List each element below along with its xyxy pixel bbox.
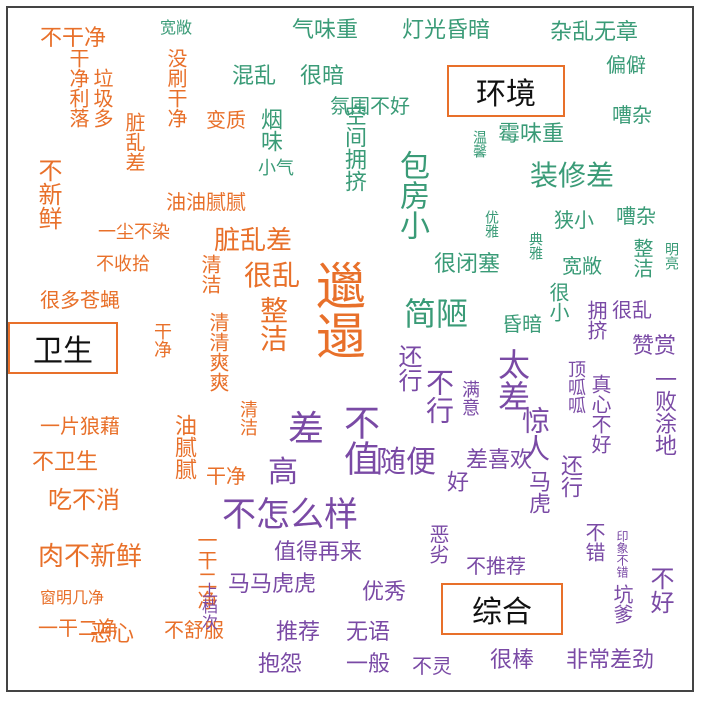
word-general: 随便 <box>376 445 436 480</box>
category-label-environment: 环境 <box>447 65 565 117</box>
word-environment: 偏僻 <box>606 53 646 77</box>
word-hygiene: 不新鲜 <box>34 158 62 230</box>
word-hygiene: 恶心 <box>90 622 135 647</box>
word-hygiene: 清洁 <box>237 400 258 436</box>
word-hygiene: 一干二净 <box>194 530 218 610</box>
word-general: 上档次 <box>199 582 218 630</box>
category-label-general: 综合 <box>441 583 563 635</box>
word-environment: 很暗 <box>300 64 345 89</box>
word-hygiene: 不干净 <box>40 26 107 51</box>
word-general: 不推荐 <box>466 554 526 578</box>
word-general: 太差 <box>493 348 531 412</box>
word-general: 印象不错 <box>615 530 629 578</box>
word-general: 恶劣 <box>426 524 450 564</box>
word-hygiene: 整洁 <box>256 296 289 352</box>
word-environment: 氛围不好 <box>330 94 410 118</box>
word-general: 不行 <box>422 368 455 424</box>
word-environment: 很小 <box>546 282 570 322</box>
word-general: 拥挤 <box>584 300 608 340</box>
word-environment: 霉味重 <box>498 122 565 147</box>
word-general: 不怎么样 <box>222 495 358 535</box>
word-environment: 气味重 <box>292 18 359 43</box>
word-general: 马马虎虎 <box>228 572 317 597</box>
word-general: 一般 <box>346 652 391 677</box>
word-hygiene: 没刷干净 <box>164 48 188 128</box>
word-environment: 宽敞 <box>160 18 193 37</box>
word-hygiene: 一尘不染 <box>98 222 170 243</box>
word-hygiene: 一干二净 <box>38 616 118 640</box>
word-hygiene: 不卫生 <box>32 450 99 475</box>
word-environment: 灯光昏暗 <box>402 18 491 43</box>
word-environment: 宽敞 <box>562 254 602 278</box>
word-general: 还行 <box>394 344 422 392</box>
word-environment: 明亮 <box>663 242 679 270</box>
word-environment: 很闭塞 <box>434 252 501 277</box>
word-general: 高 <box>268 455 298 490</box>
word-environment: 烟味 <box>257 108 282 152</box>
word-general: 很棒 <box>490 648 535 673</box>
word-environment: 空间拥挤 <box>341 104 366 192</box>
word-general: 无语 <box>346 620 391 645</box>
word-general: 不灵 <box>412 654 452 678</box>
word-hygiene: 变质 <box>206 108 246 132</box>
word-general: 不值 <box>338 404 379 476</box>
word-general: 惊人 <box>518 406 551 462</box>
word-environment: 优雅 <box>483 210 499 238</box>
word-environment: 包房小 <box>394 150 429 240</box>
word-environment: 混乱 <box>232 64 277 89</box>
word-hygiene: 一片狼藉 <box>40 414 120 438</box>
word-general: 差喜欢 <box>466 448 533 473</box>
word-hygiene: 脏乱差 <box>122 112 146 172</box>
word-hygiene: 油油腻腻 <box>166 190 246 214</box>
word-environment: 昏暗 <box>502 312 542 336</box>
word-general: 非常差劲 <box>566 648 655 673</box>
word-general: 满意 <box>459 380 480 416</box>
word-hygiene: 不收拾 <box>96 254 150 275</box>
word-cloud-frame <box>6 6 694 692</box>
word-general: 坑爹 <box>610 584 634 624</box>
word-general: 还行 <box>557 454 582 498</box>
word-hygiene: 不舒服 <box>164 618 224 642</box>
word-hygiene: 垃圾多 <box>90 68 114 128</box>
word-hygiene: 吃不消 <box>48 486 120 514</box>
word-general: 不好 <box>646 566 674 614</box>
word-hygiene: 油腻腻 <box>171 414 196 480</box>
word-hygiene: 肉不新鲜 <box>38 542 143 572</box>
word-general: 不错 <box>582 522 606 562</box>
word-environment: 温馨 <box>471 130 487 158</box>
word-general: 推荐 <box>276 620 321 645</box>
word-general: 顶呱呱 <box>565 360 586 414</box>
word-general: 抱怨 <box>258 652 303 677</box>
word-general: 赞赏 <box>632 334 677 359</box>
word-hygiene: 邋遢 <box>308 260 366 360</box>
word-general: 值得再来 <box>274 540 363 565</box>
word-hygiene: 干净 <box>151 322 172 358</box>
word-hygiene: 很多苍蝇 <box>40 288 120 312</box>
word-environment: 装修差 <box>530 159 615 192</box>
word-hygiene: 清洁 <box>198 254 222 294</box>
word-hygiene: 干净利落 <box>66 48 90 128</box>
word-general: 真心不好 <box>588 374 612 454</box>
word-general: 差 <box>288 409 325 450</box>
word-environment: 嘈杂 <box>612 103 652 127</box>
word-general: 很乱 <box>612 298 652 322</box>
word-environment: 杂乱无章 <box>550 20 639 45</box>
word-hygiene: 干净 <box>206 464 246 488</box>
word-general: 优秀 <box>362 580 407 605</box>
word-general: 马虎 <box>525 470 550 514</box>
word-environment: 小气 <box>258 158 294 179</box>
word-hygiene: 脏乱差 <box>214 226 293 256</box>
word-environment: 整洁 <box>630 238 654 278</box>
word-environment: 嘈杂 <box>616 204 656 228</box>
word-general: 一败涂地 <box>651 368 676 456</box>
word-environment: 简陋 <box>404 295 469 333</box>
word-general: 好 <box>443 470 468 492</box>
word-hygiene: 清清爽爽 <box>206 312 230 392</box>
word-environment: 典雅 <box>527 232 543 260</box>
word-hygiene: 很乱 <box>244 259 301 292</box>
category-label-hygiene: 卫生 <box>8 322 118 374</box>
word-hygiene: 窗明几净 <box>40 588 105 607</box>
word-environment: 狭小 <box>554 208 594 232</box>
